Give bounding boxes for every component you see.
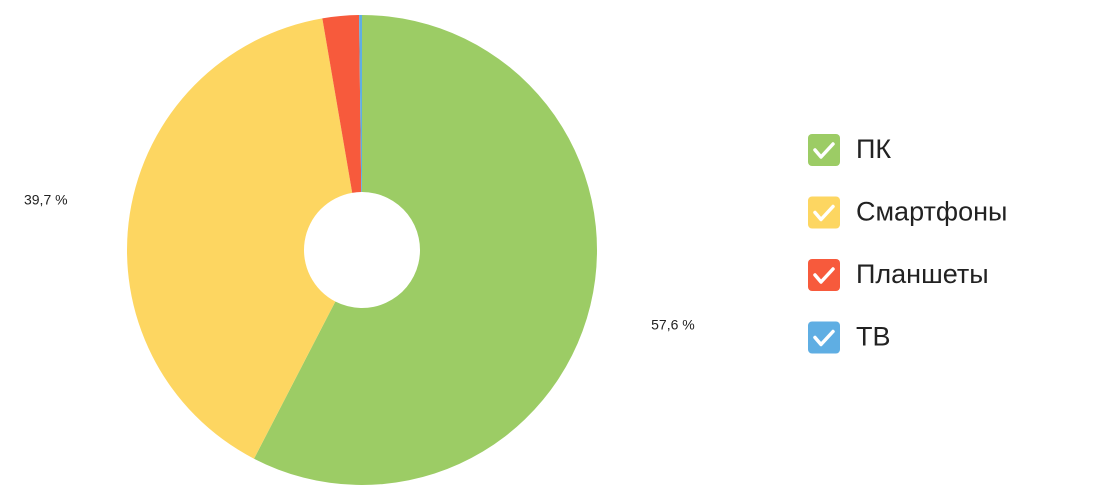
legend-label: Планшеты	[856, 259, 989, 289]
legend-checkbox[interactable]	[808, 134, 840, 166]
legend-label: ПК	[856, 134, 891, 164]
legend-item[interactable]: ПК	[808, 134, 891, 166]
pie-slice	[253, 15, 598, 485]
pie-slice	[359, 15, 362, 193]
legend-label: ТВ	[856, 322, 891, 352]
legend-checkbox[interactable]	[808, 259, 840, 291]
pie-slice	[126, 18, 353, 459]
legend-item[interactable]: Смартфоны	[808, 196, 1007, 229]
legend-check	[813, 142, 835, 159]
legend-check	[813, 329, 835, 347]
legend-check	[813, 267, 835, 284]
legend-check	[813, 204, 835, 222]
value-label: 39,7 %	[24, 192, 68, 208]
value-label: 57,6 %	[651, 316, 695, 332]
legend-checkbox[interactable]	[808, 196, 840, 229]
pie-slice	[322, 15, 362, 193]
legend-label: Смартфоны	[856, 197, 1007, 227]
legend-item[interactable]: ТВ	[808, 321, 891, 354]
legend-checkbox[interactable]	[808, 321, 840, 354]
legend-item[interactable]: Планшеты	[808, 259, 989, 291]
